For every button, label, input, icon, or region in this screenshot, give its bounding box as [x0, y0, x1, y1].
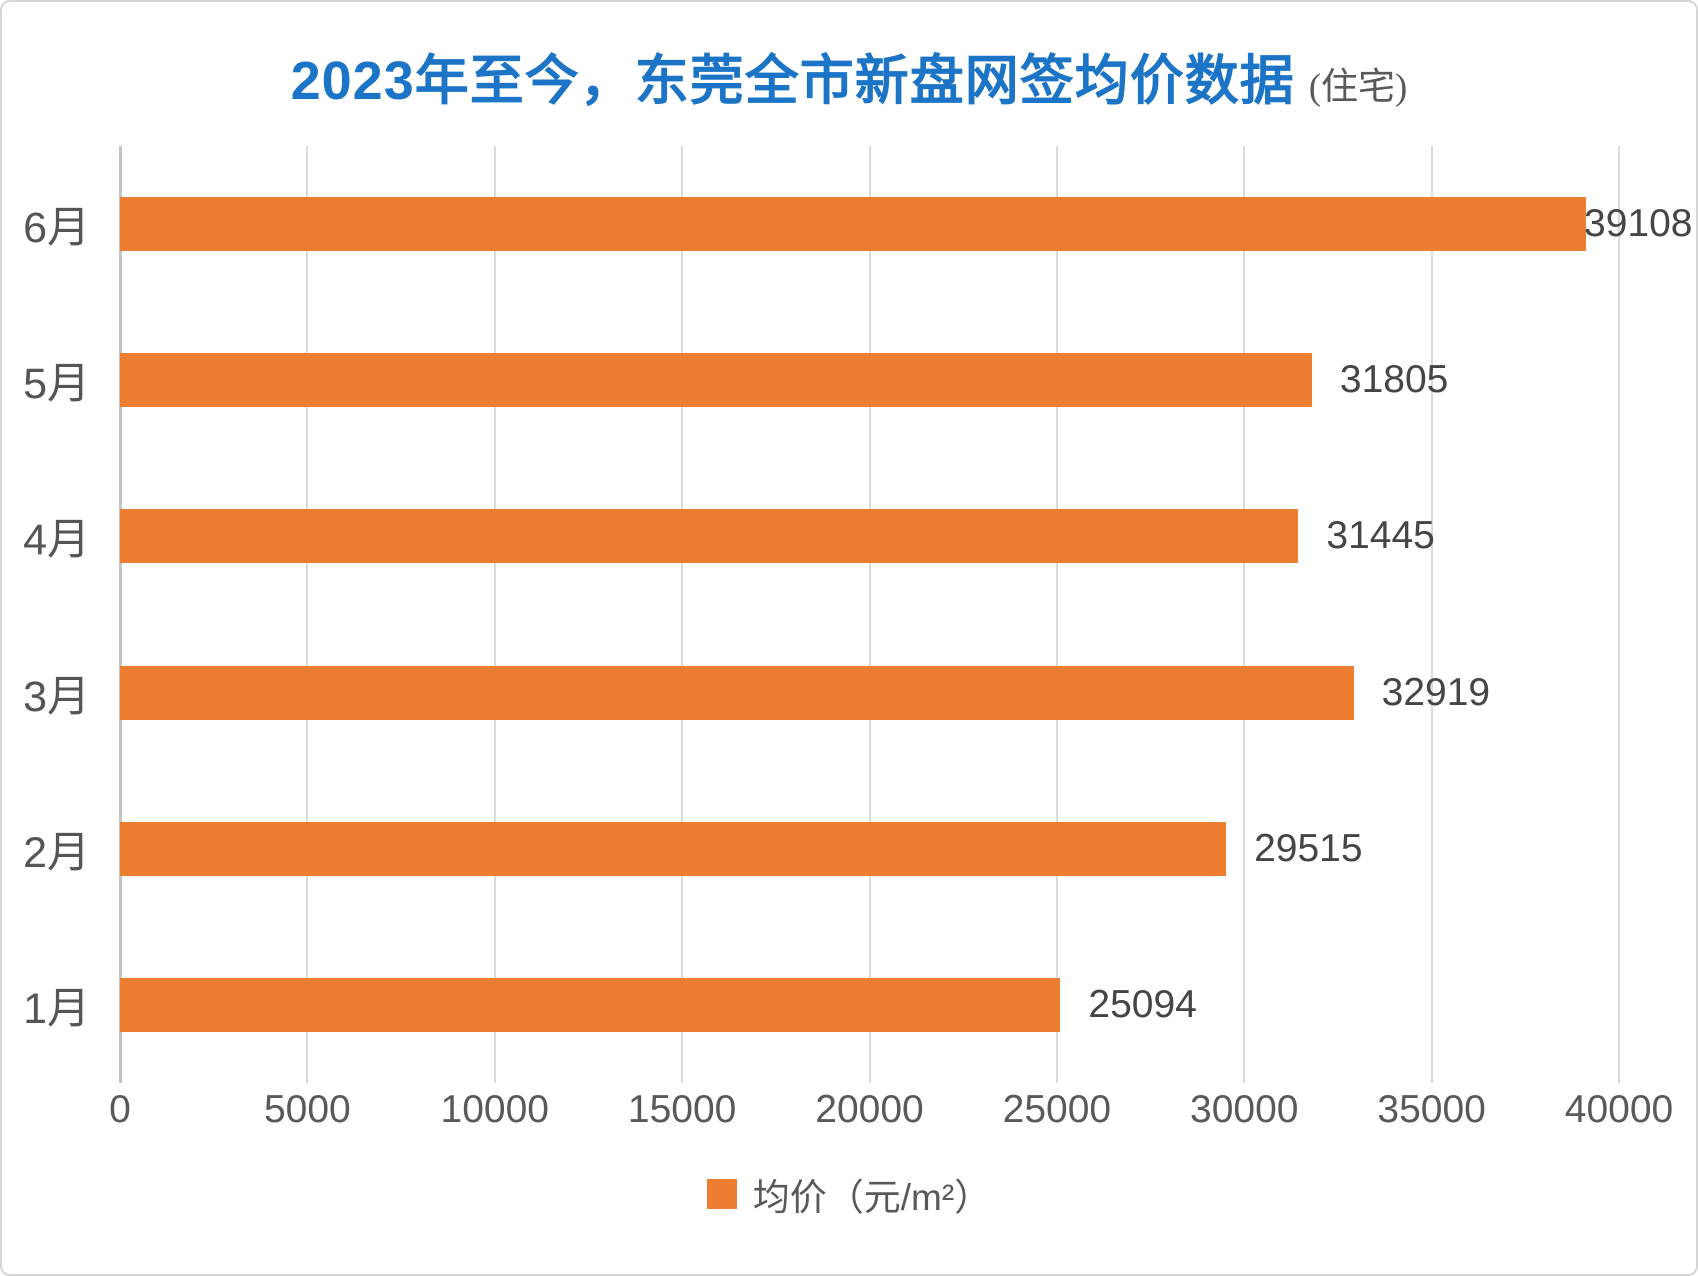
bar-value-label: 39108: [1584, 202, 1693, 246]
bar-value-label: 32919: [1381, 670, 1491, 714]
bar-row: 1月 25094: [23, 927, 1619, 1083]
gridline: [493, 146, 496, 1083]
bar-row: 4月 31445: [23, 458, 1619, 614]
bar-value-label: 25094: [1088, 982, 1197, 1026]
chart-title: 2023年至今，东莞全市新盘网签均价数据 (住宅): [2, 36, 1696, 115]
bar: [120, 665, 1354, 720]
x-tick-label: 0: [109, 1088, 131, 1131]
category-label: 4月: [23, 516, 90, 565]
x-tick-label: 15000: [627, 1088, 737, 1131]
x-tick-label: 5000: [263, 1088, 351, 1131]
gridline: [1055, 146, 1058, 1083]
bar-value-label: 31805: [1339, 358, 1449, 402]
category-label: 3月: [23, 672, 90, 721]
gridline: [1430, 146, 1433, 1083]
legend: 均价（元/m²）: [2, 1167, 1696, 1221]
category-label: 6月: [23, 204, 90, 253]
bar-row: 2月 29515: [23, 771, 1619, 927]
x-tick-label: 35000: [1377, 1088, 1486, 1131]
bar: [120, 977, 1061, 1032]
bar-value-label: 29515: [1254, 826, 1363, 870]
bar-row: 3月 32919: [23, 615, 1619, 771]
gridline: [306, 146, 309, 1083]
category-label: 1月: [23, 984, 90, 1033]
x-tick-label: 20000: [815, 1088, 924, 1131]
gridline: [1243, 146, 1246, 1083]
legend-swatch-icon: [706, 1179, 737, 1209]
x-tick-label: 25000: [1002, 1088, 1112, 1131]
x-tick-label: 10000: [440, 1088, 549, 1131]
bar: [120, 197, 1586, 252]
chart-title-suffix: (住宅): [1308, 67, 1408, 108]
bar: [120, 821, 1227, 876]
legend-label: 均价（元/m²）: [752, 1177, 992, 1218]
gridline: [868, 146, 871, 1083]
bar: [120, 353, 1312, 408]
bar: [120, 509, 1299, 564]
category-label: 2月: [23, 828, 90, 877]
y-axis-line: [119, 146, 122, 1083]
chart-title-text: 2023年至今，东莞全市新盘网签均价数据: [290, 51, 1295, 111]
bar-row: 5月 31805: [23, 302, 1619, 458]
gridline: [681, 146, 684, 1083]
gridline: [1618, 146, 1620, 1083]
category-label: 5月: [23, 360, 90, 409]
x-tick-label: 30000: [1190, 1088, 1299, 1131]
bar-row: 6月 39108: [23, 146, 1692, 302]
bar-value-label: 31445: [1326, 514, 1435, 558]
plot-area: 6月 39108 5月 31805 4月 31445 3月 32919 2月 29515 1月 250…: [23, 146, 1692, 1083]
x-tick-label: 40000: [1564, 1088, 1674, 1131]
